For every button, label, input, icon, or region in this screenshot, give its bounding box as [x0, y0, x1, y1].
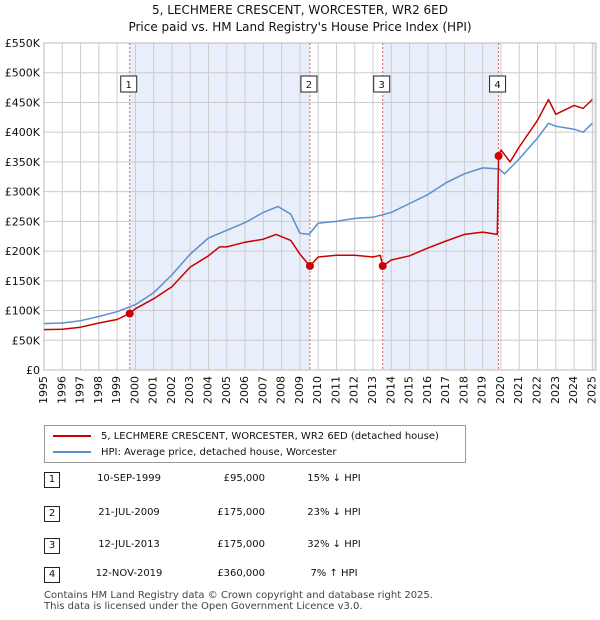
- y-tick-label: £450K: [5, 96, 41, 109]
- x-tick-label: 2012: [348, 376, 361, 404]
- sale-point: [494, 151, 503, 160]
- x-tick-label: 2000: [128, 376, 141, 404]
- legend-item-property: 5, LECHMERE CRESCENT, WORCESTER, WR2 6ED…: [53, 429, 439, 443]
- footer-attribution: Contains HM Land Registry data © Crown c…: [44, 590, 433, 612]
- x-tick-label: 2020: [494, 376, 507, 404]
- sale-point: [125, 309, 134, 318]
- x-tick-label: 2018: [457, 376, 470, 404]
- transaction-price: £175,000: [217, 539, 265, 550]
- transaction-hpi-diff: 23% ↓ HPI: [307, 507, 361, 518]
- transaction-label: 4: [494, 80, 500, 91]
- transaction-price: £360,000: [217, 568, 265, 579]
- x-tick-label: 2025: [585, 376, 598, 404]
- transaction-label-box: [120, 75, 138, 93]
- transaction-date: 10-SEP-1999: [97, 473, 161, 484]
- x-tick-label: 2015: [403, 376, 416, 404]
- y-tick-label: £550K: [5, 37, 41, 50]
- legend-swatch-property: [53, 435, 91, 437]
- x-tick-label: 2007: [256, 376, 269, 404]
- y-tick-label: £250K: [5, 215, 41, 228]
- x-tick-label: 2019: [476, 376, 489, 404]
- x-tick-label: 1999: [110, 376, 123, 404]
- transaction-label: 2: [306, 80, 312, 91]
- x-tick-label: 2021: [512, 376, 525, 404]
- chart-subtitle: Price paid vs. HM Land Registry's House …: [128, 20, 471, 34]
- price-chart: 5, LECHMERE CRESCENT, WORCESTER, WR2 6ED…: [5, 3, 599, 404]
- shaded-period: [382, 43, 499, 370]
- transaction-number: 4: [44, 567, 60, 583]
- transaction-label: 3: [379, 80, 385, 91]
- transaction-number: 1: [44, 472, 60, 488]
- legend-item-hpi: HPI: Average price, detached house, Worc…: [53, 445, 336, 459]
- series-line-hpi: [43, 122, 593, 325]
- x-tick-label: 1996: [55, 376, 68, 404]
- x-tick-label: 2013: [366, 376, 379, 404]
- plot-border: [43, 42, 597, 371]
- y-tick-label: £350K: [5, 156, 41, 169]
- x-tick-label: 2011: [329, 376, 342, 404]
- shaded-period: [129, 43, 310, 370]
- chart-legend: 5, LECHMERE CRESCENT, WORCESTER, WR2 6ED…: [44, 425, 466, 463]
- x-tick-label: 2003: [183, 376, 196, 404]
- transaction-number: 2: [44, 506, 60, 522]
- y-tick-label: £500K: [5, 67, 41, 80]
- x-tick-label: 2010: [311, 376, 324, 404]
- transaction-price: £95,000: [223, 473, 265, 484]
- sale-point: [378, 261, 387, 270]
- transaction-label-box: [300, 75, 318, 93]
- y-tick-label: £150K: [5, 275, 41, 288]
- transaction-hpi-diff: 32% ↓ HPI: [307, 539, 361, 550]
- x-tick-label: 2008: [275, 376, 288, 404]
- transaction-row: 2 21-JUL-2009 £175,000 23% ↓ HPI: [44, 506, 464, 524]
- transaction-date: 12-NOV-2019: [95, 568, 163, 579]
- x-tick-label: 1997: [74, 376, 87, 404]
- x-tick-label: 2001: [147, 376, 160, 404]
- legend-label-hpi: HPI: Average price, detached house, Worc…: [101, 446, 337, 458]
- transaction-price: £175,000: [217, 507, 265, 518]
- x-tick-label: 2016: [421, 376, 434, 404]
- forecast-region: [592, 43, 596, 370]
- footer-line-1: Contains HM Land Registry data © Crown c…: [44, 590, 433, 601]
- x-tick-label: 2023: [549, 376, 562, 404]
- transaction-hpi-diff: 7% ↑ HPI: [310, 568, 358, 579]
- transaction-row: 3 12-JUL-2013 £175,000 32% ↓ HPI: [44, 538, 464, 556]
- x-tick-label: 2004: [202, 376, 215, 404]
- footer-line-2: This data is licensed under the Open Gov…: [44, 601, 363, 612]
- x-tick-label: 1995: [37, 376, 50, 404]
- series-line-property: [43, 98, 593, 331]
- y-tick-label: £400K: [5, 126, 41, 139]
- x-tick-label: 2017: [439, 376, 452, 404]
- transaction-label-box: [373, 75, 391, 93]
- transaction-row: 1 10-SEP-1999 £95,000 15% ↓ HPI: [44, 472, 464, 490]
- transaction-row: 4 12-NOV-2019 £360,000 7% ↑ HPI: [44, 567, 464, 585]
- x-tick-label: 2006: [238, 376, 251, 404]
- x-tick-label: 2024: [567, 376, 580, 404]
- x-tick-label: 2022: [531, 376, 544, 404]
- transaction-label-box: [489, 75, 507, 93]
- y-tick-label: £200K: [5, 245, 41, 258]
- sale-point: [305, 261, 314, 270]
- x-tick-label: 1998: [92, 376, 105, 404]
- x-tick-label: 2005: [220, 376, 233, 404]
- transaction-date: 12-JUL-2013: [98, 539, 160, 550]
- x-tick-label: 2014: [384, 376, 397, 404]
- transaction-date: 21-JUL-2009: [98, 507, 160, 518]
- legend-swatch-hpi: [53, 451, 91, 453]
- y-tick-label: £100K: [5, 305, 41, 318]
- x-tick-label: 2002: [165, 376, 178, 404]
- transaction-number: 3: [44, 538, 60, 554]
- y-tick-label: £50K: [12, 334, 41, 347]
- y-tick-label: £300K: [5, 186, 41, 199]
- x-tick-label: 2009: [293, 376, 306, 404]
- transaction-label: 1: [126, 80, 132, 91]
- legend-label-property: 5, LECHMERE CRESCENT, WORCESTER, WR2 6ED…: [101, 430, 439, 442]
- y-tick-label: £0: [26, 364, 40, 377]
- transaction-hpi-diff: 15% ↓ HPI: [307, 473, 361, 484]
- chart-title: 5, LECHMERE CRESCENT, WORCESTER, WR2 6ED: [152, 3, 448, 17]
